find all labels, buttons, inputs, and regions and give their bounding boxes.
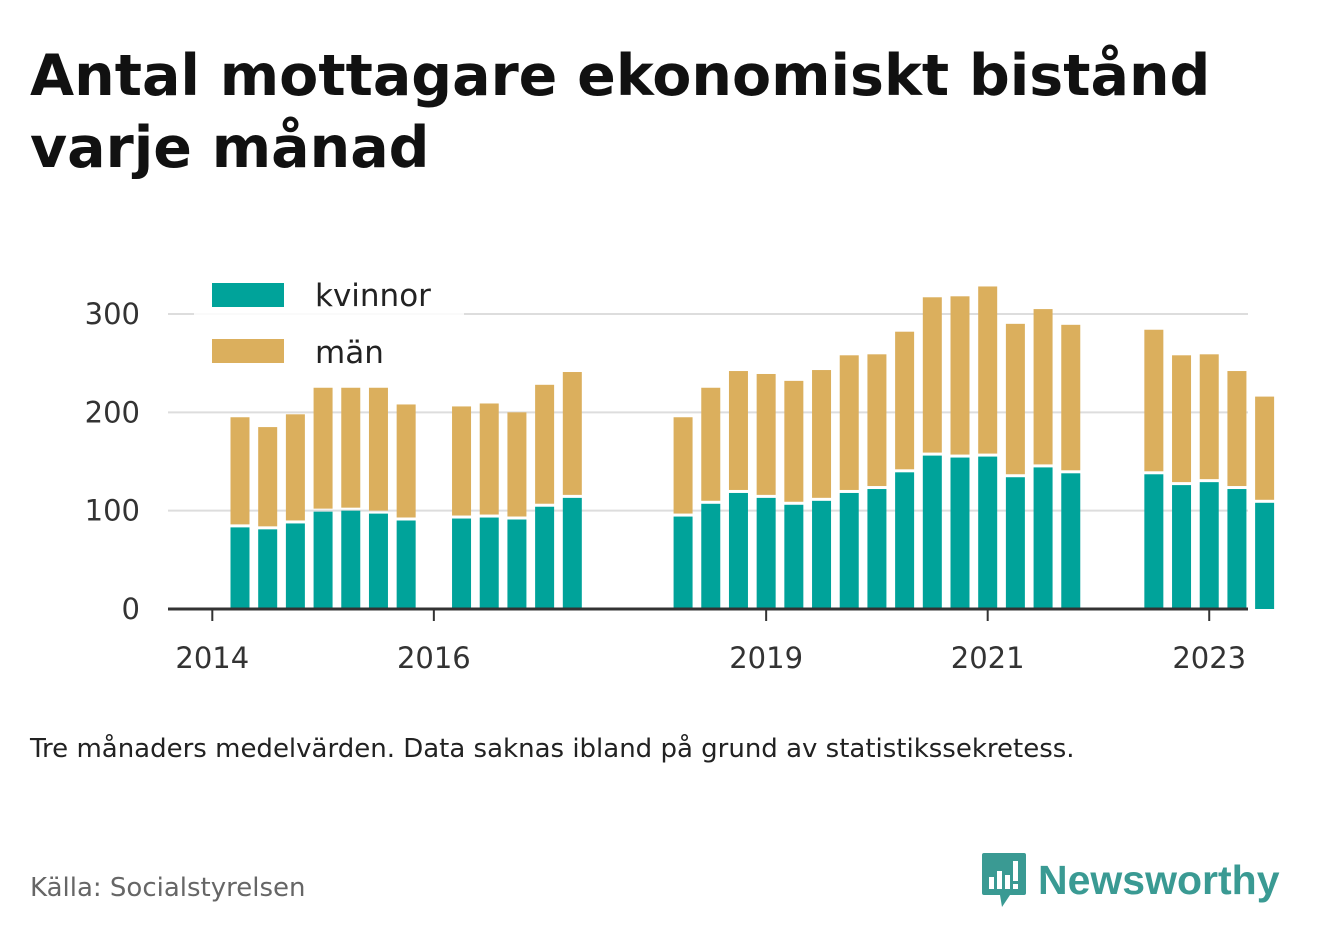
bar-man bbox=[895, 331, 915, 470]
bar-man bbox=[1255, 396, 1275, 500]
bar-man bbox=[452, 406, 472, 516]
bar-kvinnor bbox=[313, 511, 333, 609]
bar-man bbox=[1144, 329, 1164, 472]
bar-kvinnor bbox=[1172, 485, 1192, 609]
bar-kvinnor bbox=[258, 529, 278, 609]
bar-man bbox=[341, 387, 361, 508]
bar-man bbox=[396, 404, 416, 518]
bar-man bbox=[784, 380, 804, 502]
chart-note: Tre månaders medelvärden. Data saknas ib… bbox=[30, 734, 1075, 764]
bar-kvinnor bbox=[978, 456, 998, 609]
bar-man bbox=[701, 387, 721, 501]
bar-man bbox=[562, 372, 582, 495]
bar-man bbox=[728, 371, 748, 490]
bar-kvinnor bbox=[922, 455, 942, 609]
bar-man bbox=[756, 373, 776, 495]
legend-label-man: män bbox=[315, 335, 384, 371]
source-text: Källa: Socialstyrelsen bbox=[30, 873, 306, 903]
bar-man bbox=[507, 412, 527, 517]
bar-kvinnor bbox=[867, 489, 887, 609]
legend-label-kvinnor: kvinnor bbox=[315, 278, 431, 314]
bar-kvinnor bbox=[673, 516, 693, 609]
bar-kvinnor bbox=[1255, 502, 1275, 609]
bar-kvinnor bbox=[1199, 482, 1219, 609]
bar-kvinnor bbox=[756, 497, 776, 609]
y-tick-label: 200 bbox=[85, 395, 140, 429]
brand-logo: Newsworthy bbox=[980, 850, 1280, 910]
bar-man bbox=[1005, 323, 1025, 475]
bar-kvinnor bbox=[507, 519, 527, 609]
y-tick-label: 300 bbox=[85, 297, 140, 331]
legend-swatch-kvinnor bbox=[212, 283, 284, 307]
y-tick-label: 0 bbox=[122, 592, 140, 626]
y-axis-ticks: 0 100 200 300 bbox=[85, 297, 140, 626]
legend-swatch-man bbox=[212, 339, 284, 363]
bar-kvinnor bbox=[728, 492, 748, 609]
x-tick-label: 2023 bbox=[1172, 641, 1246, 675]
bar-kvinnor bbox=[396, 520, 416, 609]
bar-man bbox=[1199, 354, 1219, 480]
bar-man bbox=[1227, 371, 1247, 487]
bar-kvinnor bbox=[535, 506, 555, 609]
bar-kvinnor bbox=[1033, 467, 1053, 609]
bars bbox=[230, 286, 1275, 609]
bar-man bbox=[1172, 355, 1192, 483]
x-tick-label: 2016 bbox=[397, 641, 471, 675]
bar-man bbox=[673, 417, 693, 514]
bar-kvinnor bbox=[479, 517, 499, 609]
brand-name: Newsworthy bbox=[1038, 856, 1280, 903]
bar-man bbox=[535, 384, 555, 504]
x-tick-label: 2019 bbox=[729, 641, 803, 675]
x-axis-ticks: 2014 2016 2019 2021 2023 bbox=[175, 609, 1246, 675]
bar-kvinnor bbox=[368, 513, 388, 609]
bar-man bbox=[867, 354, 887, 487]
bar-kvinnor bbox=[341, 510, 361, 609]
legend: kvinnor män bbox=[194, 272, 464, 372]
bar-man bbox=[812, 370, 832, 498]
bar-kvinnor bbox=[839, 492, 859, 609]
bar-kvinnor bbox=[562, 497, 582, 609]
bar-man bbox=[479, 403, 499, 515]
bar-kvinnor bbox=[950, 457, 970, 609]
bar-kvinnor bbox=[1005, 477, 1025, 609]
y-tick-label: 100 bbox=[85, 494, 140, 528]
bar-kvinnor bbox=[784, 504, 804, 609]
bar-kvinnor bbox=[1144, 474, 1164, 609]
bar-man bbox=[313, 387, 333, 509]
x-tick-label: 2021 bbox=[951, 641, 1025, 675]
bar-kvinnor bbox=[812, 500, 832, 609]
bar-kvinnor bbox=[1061, 473, 1081, 609]
bar-man bbox=[258, 427, 278, 527]
bar-kvinnor bbox=[285, 523, 305, 609]
bar-man bbox=[368, 387, 388, 511]
bar-man bbox=[950, 296, 970, 455]
bar-kvinnor bbox=[230, 527, 250, 609]
bar-man bbox=[1033, 309, 1053, 465]
bar-man bbox=[922, 297, 942, 453]
bar-man bbox=[285, 414, 305, 521]
chart-area: 0 100 200 300 2014 2016 2019 2021 2023 kvinnor … bbox=[84, 272, 1275, 675]
bar-man bbox=[230, 417, 250, 525]
bar-kvinnor bbox=[895, 472, 915, 609]
bar-man bbox=[978, 286, 998, 454]
newsworthy-logo-icon bbox=[982, 853, 1026, 907]
bar-man bbox=[1061, 324, 1081, 471]
bar-kvinnor bbox=[1227, 489, 1247, 609]
bar-man bbox=[839, 355, 859, 490]
x-tick-label: 2014 bbox=[175, 641, 249, 675]
bar-kvinnor bbox=[452, 518, 472, 609]
chart-title: Antal mottagare ekonomiskt bistånd varje… bbox=[30, 43, 1211, 181]
bar-kvinnor bbox=[701, 503, 721, 609]
